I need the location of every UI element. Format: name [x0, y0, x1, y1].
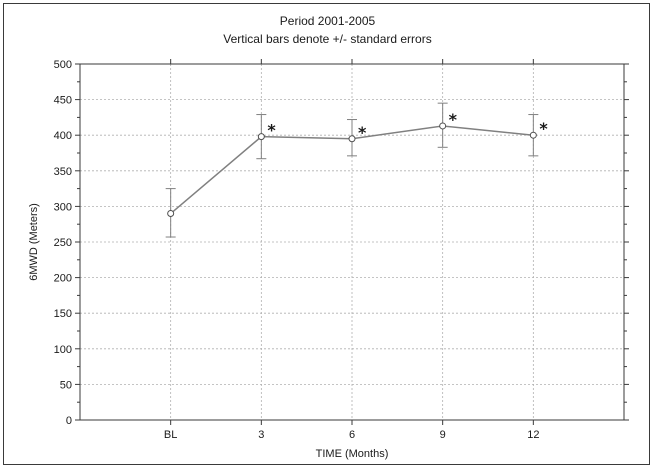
- y-tick-label: 300: [54, 201, 72, 213]
- y-tick-label: 500: [54, 59, 72, 71]
- x-tick-label: 6: [349, 429, 355, 441]
- significance-annotations: * * * *: [267, 110, 548, 142]
- chart-frame: [3, 3, 650, 465]
- y-tick-label: 0: [66, 415, 72, 427]
- chart-subtitle: Vertical bars denote +/- standard errors: [223, 32, 432, 46]
- x-axis-ticks: BL 3 6 9 12: [164, 59, 539, 441]
- data-points: [167, 122, 537, 218]
- grid-lines: [80, 64, 624, 420]
- x-tick-label: BL: [164, 429, 177, 441]
- data-point: [529, 131, 537, 139]
- y-tick-label: 350: [54, 166, 72, 178]
- y-tick-label: 200: [54, 273, 72, 285]
- y-tick-label: 50: [60, 379, 72, 391]
- significance-star: *: [539, 119, 548, 138]
- y-tick-label: 250: [54, 237, 72, 249]
- x-tick-label: 12: [527, 429, 539, 441]
- y-tick-label: 450: [54, 95, 72, 107]
- data-point: [257, 133, 265, 141]
- significance-star: *: [449, 110, 458, 129]
- data-point: [439, 122, 447, 130]
- y-axis-label: 6MWD (Meters): [28, 203, 40, 281]
- data-point: [167, 210, 175, 218]
- y-tick-label: 150: [54, 308, 72, 320]
- x-tick-label: 9: [440, 429, 446, 441]
- y-tick-label: 100: [54, 344, 72, 356]
- chart-title: Period 2001-2005: [279, 14, 376, 28]
- significance-star: *: [358, 123, 367, 142]
- y-axis-ticks: 0 50 100 150 200 250 300 350 400 450 500: [54, 59, 629, 427]
- y-tick-label: 400: [54, 130, 72, 142]
- x-tick-label: 3: [258, 429, 264, 441]
- x-axis-label: TIME (Months): [316, 448, 389, 460]
- data-point: [348, 135, 356, 143]
- significance-star: *: [267, 121, 276, 140]
